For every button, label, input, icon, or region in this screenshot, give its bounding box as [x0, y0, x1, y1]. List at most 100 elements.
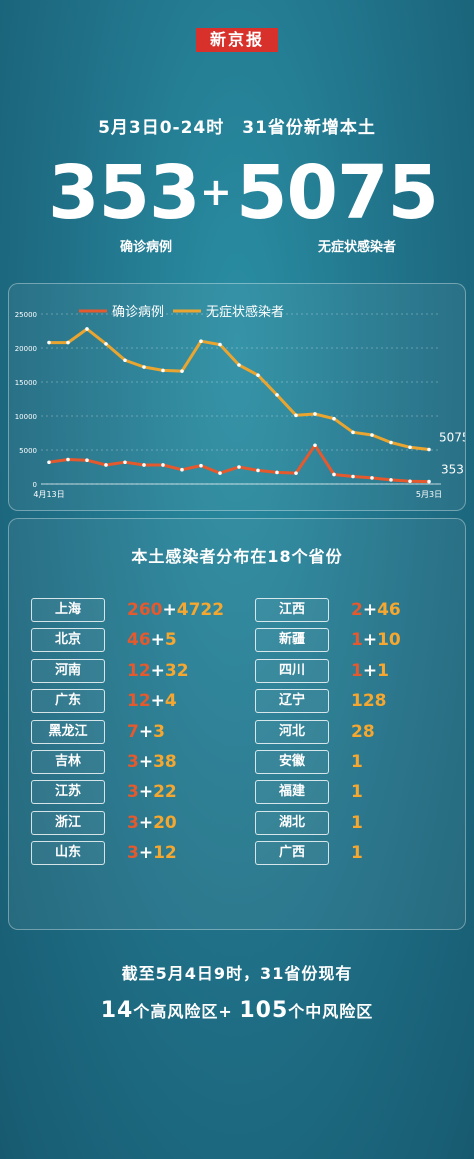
data-point	[161, 368, 165, 373]
province-row: 江西 2+46	[255, 598, 401, 622]
risk-area-summary: 14个高风险区+ 105个中风险区	[0, 998, 474, 1023]
province-row: 浙江 3+20	[31, 810, 177, 835]
data-point	[142, 463, 146, 467]
data-point	[256, 373, 260, 377]
province-name: 河南	[31, 658, 105, 683]
data-point	[408, 479, 412, 484]
data-point	[294, 413, 298, 418]
data-point	[66, 457, 70, 462]
y-tick-label: 20000	[15, 345, 37, 353]
mid-risk-text: 个中风险区	[288, 1002, 374, 1021]
province-confirmed: 1	[351, 630, 363, 651]
province-asymptomatic: 32	[164, 660, 189, 681]
data-point	[104, 463, 108, 467]
province-counts: 128	[351, 691, 387, 711]
province-asymptomatic: 5	[164, 630, 177, 651]
province-plus: +	[138, 752, 154, 772]
province-asymptomatic: 3	[153, 721, 165, 742]
data-point	[180, 369, 184, 373]
data-point	[161, 463, 165, 467]
data-point	[294, 471, 298, 475]
province-asymptomatic: 46	[377, 600, 401, 620]
asymptomatic-end-label: 5075	[439, 430, 465, 444]
distribution-title: 本土感染者分布在18个省份	[131, 547, 343, 566]
province-asymptomatic: 10	[377, 630, 401, 651]
legend-label-confirmed: 确诊病例	[112, 305, 164, 320]
data-point	[199, 463, 203, 468]
province-plus: +	[150, 660, 165, 681]
province-counts: 7+3	[127, 722, 165, 742]
province-row: 山东 3+12	[31, 841, 177, 866]
province-confirmed: 12	[127, 660, 151, 681]
province-asymptomatic: 4722	[176, 600, 225, 620]
y-tick-label: 25000	[15, 311, 37, 319]
province-row: 辽宁 128	[255, 689, 387, 714]
data-point	[389, 478, 393, 482]
brand-logo: 新京报	[196, 28, 278, 52]
data-point	[370, 433, 374, 437]
province-counts: 12+4	[127, 691, 177, 711]
province-confirmed: 3	[127, 843, 139, 864]
province-counts: 3+12	[127, 843, 177, 863]
province-counts: 1+1	[351, 661, 389, 681]
province-name: 上海	[31, 598, 105, 622]
y-tick-label: 15000	[15, 379, 37, 387]
data-point	[389, 440, 393, 445]
province-confirmed: 12	[127, 691, 151, 712]
data-point	[351, 430, 355, 435]
y-tick-label: 0	[33, 481, 37, 489]
data-point	[332, 416, 336, 421]
data-point	[104, 342, 108, 346]
province-counts: 3+38	[127, 752, 177, 772]
data-point	[47, 460, 51, 465]
data-point	[218, 471, 222, 475]
province-asymptomatic: 1	[351, 843, 363, 864]
province-row: 广西 1	[255, 841, 363, 866]
confirmed-end-label: 353	[441, 463, 464, 477]
province-name: 安徽	[255, 750, 329, 774]
data-point	[275, 470, 279, 475]
data-point	[313, 412, 317, 416]
province-counts: 3+20	[127, 813, 177, 833]
data-point	[351, 474, 355, 479]
province-name: 浙江	[31, 810, 105, 835]
province-row: 北京 46+5	[31, 628, 177, 653]
province-row: 福建 1	[255, 780, 363, 805]
province-name: 新疆	[255, 628, 329, 653]
province-name: 广东	[31, 689, 105, 714]
data-point	[408, 445, 412, 450]
province-row: 黑龙江 7+3	[31, 719, 165, 744]
province-row: 江苏 3+22	[31, 780, 177, 805]
province-plus: +	[138, 843, 154, 864]
province-name: 福建	[255, 780, 329, 805]
province-plus: +	[150, 630, 165, 651]
headline: 5月3日0-24时 31省份新增本土	[98, 118, 376, 138]
province-counts: 1+10	[351, 630, 401, 650]
province-confirmed: 7	[127, 721, 139, 742]
data-point	[275, 393, 279, 397]
plus-sign: +	[200, 170, 232, 214]
data-point	[218, 342, 222, 347]
data-point	[237, 465, 241, 469]
data-point	[332, 472, 336, 477]
confirmed-count: 353	[48, 150, 200, 236]
province-confirmed: 2	[351, 600, 363, 620]
province-confirmed: 46	[127, 630, 151, 651]
risk-area-intro: 截至5月4日9时，31省份现有	[121, 964, 353, 983]
x-tick-label: 4月13日	[33, 490, 64, 499]
trend-chart-panel: 0 5000 10000 15000 20000 25000 4月13日 5月3日 5075 35…	[8, 283, 466, 511]
province-row: 广东 12+4	[31, 689, 177, 714]
province-name: 北京	[31, 628, 105, 653]
data-point	[370, 476, 374, 480]
province-asymptomatic: 1	[377, 660, 389, 681]
y-tick-label: 5000	[19, 447, 37, 455]
province-plus: +	[362, 630, 378, 651]
province-asymptomatic: 128	[351, 691, 387, 712]
province-name: 广西	[255, 841, 329, 866]
province-counts: 3+22	[127, 782, 177, 802]
province-distribution-panel: 本土感染者分布在18个省份 上海 260+4722 北京 46+5 河南 12+32 广东 1…	[8, 518, 466, 930]
province-asymptomatic: 1	[351, 812, 363, 833]
province-confirmed: 3	[127, 782, 139, 803]
province-counts: 12+32	[127, 661, 189, 681]
data-point	[66, 340, 70, 345]
